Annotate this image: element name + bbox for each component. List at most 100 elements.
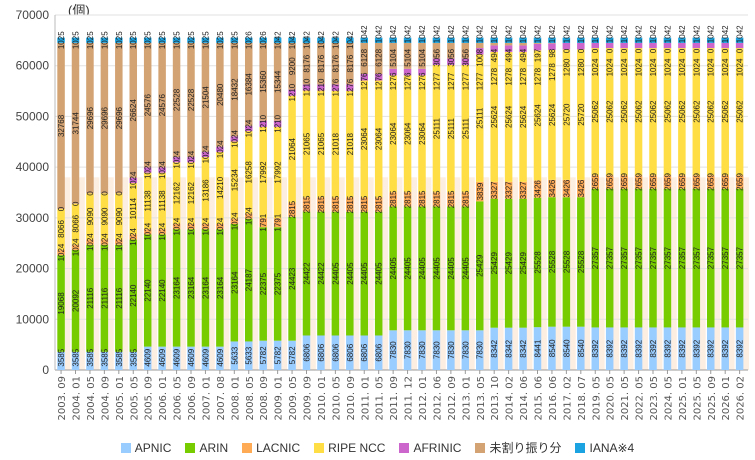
data-label: 1276 <box>331 78 340 96</box>
bar-segment-APNIC <box>649 327 657 370</box>
data-label: 23164 <box>216 276 225 299</box>
bar-segment-未割り振り分 <box>143 42 152 168</box>
bar-segment-IANA※4 <box>692 37 701 43</box>
data-label: 3585 <box>100 348 109 366</box>
bar-segment-LACNIC <box>100 239 109 245</box>
data-label: 5633 <box>230 346 239 364</box>
bar-segment-APNIC <box>663 327 672 370</box>
data-label: 8176 <box>331 54 340 72</box>
data-label: 1210 <box>274 114 283 132</box>
data-label: 494 <box>519 48 528 62</box>
bar-gap-shade <box>482 177 490 370</box>
data-label: 23164 <box>201 276 210 299</box>
bar-gap-shade <box>453 177 461 370</box>
x-tick-label: 2004. 01 <box>72 376 83 421</box>
bar-segment-IANA※4 <box>143 37 152 43</box>
data-label: 8342 <box>519 339 528 357</box>
bar-segment-IANA※4 <box>548 37 556 43</box>
data-label: 0 <box>692 48 701 53</box>
data-label: 23064 <box>375 127 384 150</box>
data-label: 2815 <box>317 195 326 213</box>
data-label: 0 <box>100 191 109 196</box>
data-label: 1024 <box>649 58 658 76</box>
data-label: 2815 <box>303 195 312 213</box>
data-label: 9090 <box>115 207 124 225</box>
bar-segment-APNIC <box>447 330 455 370</box>
x-tick-label: 2014. 06 <box>519 376 530 421</box>
legend-item: 未割り振り分 <box>475 441 561 455</box>
bar-segment-ARIN <box>100 244 109 352</box>
data-label: 25528 <box>562 250 571 273</box>
data-label: 2659 <box>721 173 730 191</box>
data-label: 21116 <box>115 287 124 309</box>
bar-segment-AFRINIC <box>461 58 470 65</box>
x-tick-label: 2010. 09 <box>346 376 357 421</box>
bar-segment-LACNIC <box>692 175 701 189</box>
data-label: 27357 <box>707 246 716 269</box>
bar-segment-LACNIC <box>605 175 614 189</box>
legend-swatch <box>399 443 410 453</box>
legend-label: AFRINIC <box>413 441 462 455</box>
data-label: 1024 <box>216 217 225 235</box>
bar-gap-shade <box>396 177 403 370</box>
data-label: 25528 <box>548 250 557 273</box>
data-label: 2659 <box>663 173 672 191</box>
data-label: 5104 <box>418 48 427 66</box>
data-label: 8392 <box>692 339 701 357</box>
bar-segment-LACNIC <box>562 179 571 198</box>
bar-gap-shade <box>179 177 186 370</box>
data-label: 1276 <box>346 78 355 96</box>
data-label: 8066 <box>57 220 66 238</box>
bar-gap-shade <box>381 177 389 370</box>
y-tick-label: 70000 <box>16 8 50 22</box>
data-label: 2659 <box>635 173 644 191</box>
bar-segment-RIPE NCC <box>721 48 729 176</box>
data-label: 1024 <box>144 161 153 179</box>
data-label: 8392 <box>678 339 687 357</box>
bar-gap-shade <box>612 177 620 370</box>
bar-segment-ARIN <box>678 188 686 328</box>
data-label: 17992 <box>274 161 283 184</box>
data-label: 2659 <box>620 173 629 191</box>
data-label: 3585 <box>129 348 138 366</box>
bar-segment-IANA※4 <box>519 37 527 43</box>
bar-segment-RIPE NCC <box>649 48 657 176</box>
bar-segment-RIPE NCC <box>663 48 672 176</box>
data-label: 1025 <box>173 31 182 49</box>
bar-segment-ARIN <box>591 188 600 328</box>
bar-segment-APNIC <box>259 340 267 370</box>
bar-segment-未割り振り分 <box>403 42 412 69</box>
bar-gap-shade <box>237 177 244 370</box>
x-tick-label: 2004. 09 <box>100 376 111 421</box>
data-label: 21018 <box>346 132 355 155</box>
data-label: 2659 <box>591 173 600 191</box>
data-label: 1042 <box>534 25 543 43</box>
data-label: 7830 <box>447 341 456 359</box>
bar-segment-LACNIC <box>216 223 224 230</box>
y-tick-label: 60000 <box>16 59 50 73</box>
bar-segment-APNIC <box>360 335 369 370</box>
bar-segment-RIPE NCC <box>273 126 282 219</box>
bar-segment-IANA※4 <box>533 37 542 43</box>
bar-segment-LACNIC <box>201 223 210 230</box>
bar-gap-shade <box>511 177 519 370</box>
bar-segment-LACNIC <box>389 192 397 207</box>
bar-segment-未割り振り分 <box>172 42 181 158</box>
x-tick-label: 2020. 05 <box>606 376 617 421</box>
bar-gap-shade <box>121 177 129 370</box>
data-label: 1024 <box>216 140 225 158</box>
bar-segment-RIPE NCC <box>86 193 94 240</box>
data-label: 7830 <box>389 341 398 359</box>
legend-swatch <box>120 443 131 453</box>
data-label: 8441 <box>534 339 543 357</box>
data-label: 21504 <box>201 86 210 109</box>
data-label: 1277 <box>432 72 441 90</box>
bar-segment-IANA※4 <box>216 37 224 43</box>
data-label: 25062 <box>721 100 730 123</box>
bar-segment-RIPE NCC <box>634 48 643 176</box>
data-label: 27357 <box>649 246 658 269</box>
x-tick-label: 2010. 01 <box>317 376 328 421</box>
bar-segment-AFRINIC <box>216 146 224 152</box>
bar-segment-RIPE NCC <box>403 75 412 193</box>
bar-segment-ARIN <box>663 188 672 328</box>
